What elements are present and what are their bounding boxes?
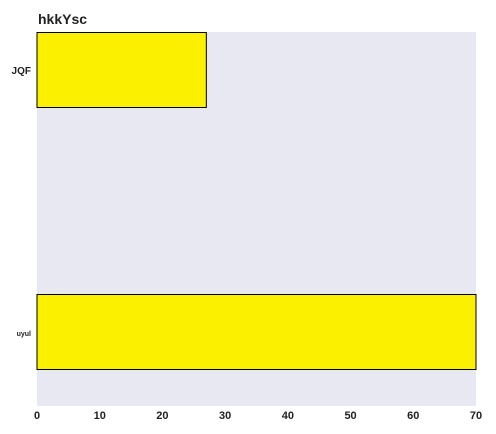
x-tick-label: 30 — [219, 410, 231, 422]
x-tick-label: 10 — [94, 410, 106, 422]
x-tick-label: 40 — [282, 410, 294, 422]
bar-jqf — [36, 32, 207, 108]
category-labels: JQF uyul — [12, 66, 32, 338]
x-axis-tick-labels: 0 10 20 30 40 50 60 70 — [34, 410, 482, 422]
x-tick-label: 70 — [470, 410, 482, 422]
bar-uyul — [36, 294, 477, 370]
category-label-jqf: JQF — [12, 66, 31, 77]
x-tick-label: 20 — [156, 410, 168, 422]
chart-title: hkkYsc — [38, 11, 87, 27]
category-label-uyul: uyul — [17, 331, 31, 338]
x-tick-label: 50 — [344, 410, 356, 422]
x-tick-label: 60 — [407, 410, 419, 422]
bars-layer — [36, 32, 477, 370]
x-tick-label: 0 — [34, 410, 40, 422]
